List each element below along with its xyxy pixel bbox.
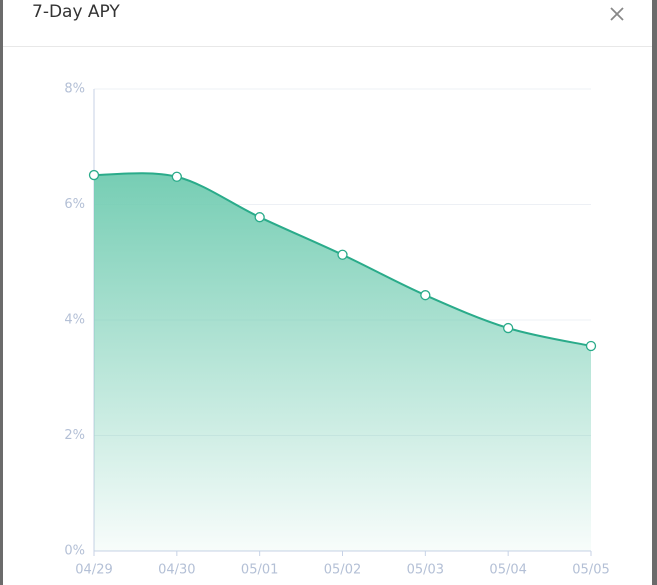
y-tick-label: 4% — [64, 313, 85, 328]
point — [420, 290, 431, 301]
point — [254, 212, 265, 223]
y-tick-label: 0% — [64, 544, 85, 559]
modal: 7-Day APY 0% 2% 4% 6% 8% 04/29 04/30 05/01 05/02… — [3, 0, 652, 585]
x-tick-label: 04/29 — [75, 563, 112, 578]
x-tick-label: 05/01 — [241, 563, 278, 578]
x-tick-label: 05/02 — [324, 563, 361, 578]
chart: 0% 2% 4% 6% 8% 04/29 04/30 05/01 05/02 05/03 05/04… — [64, 82, 609, 578]
y-tick-label: 8% — [64, 82, 85, 97]
modal-title: 7-Day APY — [32, 2, 120, 22]
x-tick-label: 04/30 — [158, 563, 195, 578]
point — [88, 169, 100, 181]
x-tick-label: 05/04 — [489, 563, 526, 578]
y-tick-label: 2% — [64, 428, 85, 443]
area — [94, 173, 591, 552]
y-tick-label: 6% — [64, 197, 85, 212]
point — [171, 171, 182, 182]
x-tick-label: 05/03 — [407, 563, 444, 578]
point — [503, 322, 514, 334]
modal-header: 7-Day APY — [3, 0, 652, 47]
point — [337, 249, 348, 260]
x-tick-label: 05/05 — [572, 563, 609, 578]
close-button[interactable] — [607, 4, 627, 24]
point — [585, 340, 597, 352]
